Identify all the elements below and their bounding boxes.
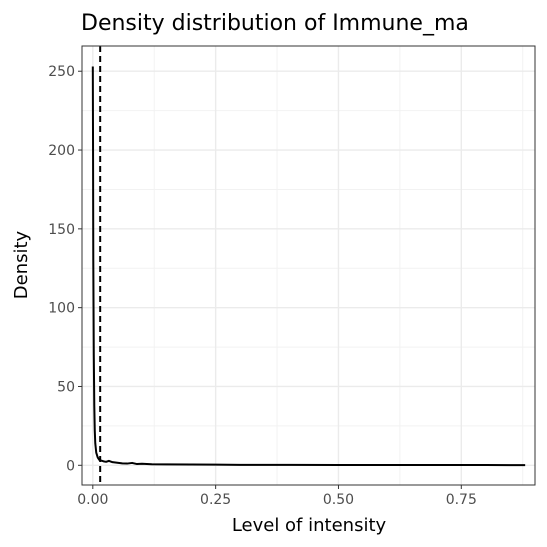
- x-tick-label: 0.00: [77, 492, 108, 508]
- y-tick-label: 200: [48, 143, 75, 159]
- x-tick-label: 0.25: [200, 492, 231, 508]
- y-tick-label: 100: [48, 301, 75, 317]
- x-tick-label: 0.75: [446, 492, 477, 508]
- x-tick-label: 0.50: [323, 492, 354, 508]
- minor-gridlines: [82, 46, 535, 485]
- y-tick-label: 150: [48, 222, 75, 238]
- y-axis-ticks: 0 50 100 150 200 250: [48, 64, 82, 474]
- y-tick-label: 250: [48, 64, 75, 80]
- y-axis-title: Density: [11, 230, 32, 299]
- x-axis-ticks: 0.00 0.25 0.50 0.75: [77, 485, 477, 508]
- series-layer: [91, 66, 526, 467]
- major-gridlines: [82, 46, 535, 485]
- y-tick-label: 0: [66, 458, 75, 474]
- y-tick-label: 50: [57, 379, 75, 395]
- density-line: [91, 66, 526, 467]
- x-axis-title: Level of intensity: [232, 515, 387, 536]
- chart-title: Density distribution of Immune_ma: [81, 11, 469, 36]
- panel-border: [81, 45, 536, 486]
